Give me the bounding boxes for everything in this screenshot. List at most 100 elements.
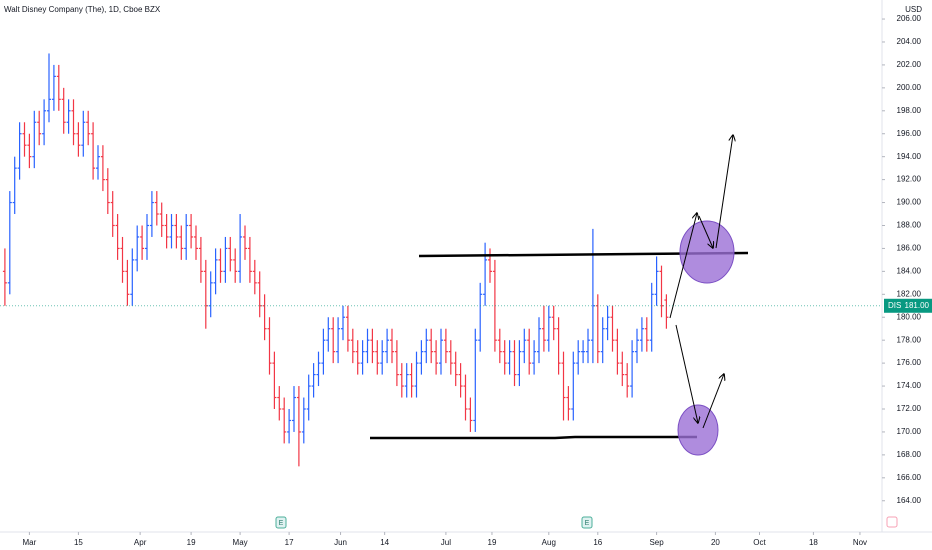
- calendar-icon[interactable]: [886, 516, 898, 528]
- ohlc-bar: [174, 214, 179, 249]
- ohlc-bar: [296, 386, 301, 467]
- ohlc-bar: [292, 386, 296, 432]
- y-tick-label: 204.00: [897, 37, 922, 46]
- y-tick-label: 206.00: [897, 14, 922, 23]
- ohlc-bar: [91, 122, 96, 180]
- y-tick-label: 180.00: [897, 312, 922, 321]
- symbol-tag: DIS: [888, 301, 901, 310]
- ohlc-bar: [625, 363, 630, 398]
- ohlc-bar: [149, 191, 154, 237]
- ohlc-bar: [22, 122, 27, 157]
- ohlc-bar: [154, 191, 159, 226]
- ohlc-bar: [644, 317, 649, 352]
- x-tick-label: Sep: [649, 538, 664, 547]
- arrow: [702, 374, 724, 429]
- x-tick-label: 15: [74, 538, 83, 547]
- y-tick-label: 202.00: [897, 60, 922, 69]
- ohlc-bar: [213, 248, 218, 295]
- y-tick-label: 168.00: [897, 450, 922, 459]
- ohlc-bar: [247, 236, 252, 283]
- last-price-tag: [884, 298, 932, 313]
- ohlc-bar: [277, 386, 282, 421]
- y-tick-label: 186.00: [897, 244, 922, 253]
- support-line: [370, 435, 697, 440]
- ohlc-bar: [390, 328, 394, 364]
- ohlc-bar: [184, 214, 189, 260]
- x-tick-label: 19: [187, 538, 196, 547]
- y-tick-label: 174.00: [897, 381, 922, 390]
- ohlc-bar: [223, 236, 228, 283]
- ohlc-bar: [311, 363, 316, 398]
- ohlc-bar: [56, 64, 61, 111]
- ohlc-bar: [546, 305, 551, 352]
- currency: USD: [905, 5, 922, 14]
- chart-title: Walt Disney Company (The), 1D, Cboe BZX: [4, 5, 161, 14]
- arrow: [669, 213, 697, 319]
- ohlc-bar: [115, 214, 120, 260]
- y-tick-label: 178.00: [897, 335, 922, 344]
- ohlc-bar: [434, 340, 439, 375]
- ohlc-bar: [527, 328, 532, 375]
- x-tick-label: 14: [380, 538, 389, 547]
- ohlc-bar: [635, 328, 639, 364]
- ohlc-bar: [561, 351, 566, 421]
- y-tick-label: 166.00: [897, 473, 922, 482]
- earnings-badge: [581, 516, 593, 529]
- ohlc-bar: [198, 236, 203, 283]
- ohlc-bar: [130, 248, 135, 306]
- x-tick-label: 16: [593, 538, 602, 547]
- ohlc-bar: [120, 236, 125, 283]
- ohlc-bar: [522, 328, 527, 364]
- ohlc-bar: [287, 408, 292, 444]
- x-tick-label: Jul: [441, 538, 451, 547]
- ohlc-bar: [350, 328, 355, 364]
- ohlc-bar: [76, 122, 81, 157]
- ohlc-bar: [537, 317, 541, 364]
- ohlc-bar: [502, 340, 507, 375]
- y-tick-label: 190.00: [897, 198, 922, 207]
- y-tick-label: 184.00: [897, 266, 922, 275]
- ohlc-bar: [125, 259, 130, 306]
- ohlc-bar: [448, 340, 453, 375]
- ohlc-bar: [218, 248, 223, 283]
- ohlc-bar: [110, 191, 115, 237]
- ohlc-bar: [409, 363, 414, 398]
- ohlc-bar: [478, 282, 483, 352]
- y-tick-label: 182.00: [897, 289, 922, 298]
- ohlc-bar: [321, 328, 326, 375]
- ohlc-bar: [341, 305, 345, 341]
- ohlc-bar: [664, 294, 669, 329]
- ohlc-bar: [27, 133, 32, 169]
- ohlc-bar: [301, 397, 306, 444]
- x-tick-label: Mar: [23, 538, 37, 547]
- ohlc-bar: [429, 328, 434, 364]
- ohlc-bar: [620, 351, 625, 387]
- ohlc-bar: [468, 397, 473, 432]
- ohlc-bar: [238, 214, 243, 283]
- y-tick-label: 188.00: [897, 221, 922, 230]
- ohlc-bar: [576, 340, 581, 375]
- arrow: [715, 135, 733, 249]
- ohlc-bar: [385, 328, 390, 364]
- x-tick-label: 19: [488, 538, 497, 547]
- x-tick-label: 17: [285, 538, 294, 547]
- ohlc-bar: [370, 328, 375, 364]
- ohlc-bar: [61, 87, 66, 134]
- ohlc-bar: [605, 305, 610, 341]
- ohlc-bar: [649, 282, 654, 352]
- ohlc-bar: [306, 374, 311, 421]
- x-tick-label: 18: [809, 538, 818, 547]
- y-tick-label: 172.00: [897, 404, 922, 413]
- drawings: [370, 135, 749, 456]
- ohlc-bar: [581, 340, 586, 364]
- y-tick-label: 170.00: [897, 427, 922, 436]
- ohlc-bar: [375, 340, 380, 375]
- x-tick-label: Oct: [753, 538, 766, 547]
- ohlc-bar: [267, 317, 272, 375]
- ohlc-bar: [159, 202, 164, 237]
- ohlc-bar: [105, 168, 110, 215]
- ohlc-bar: [47, 53, 51, 123]
- ohlc-bar: [532, 340, 537, 375]
- ohlc-bar: [336, 317, 341, 364]
- ohlc-bar: [630, 340, 635, 398]
